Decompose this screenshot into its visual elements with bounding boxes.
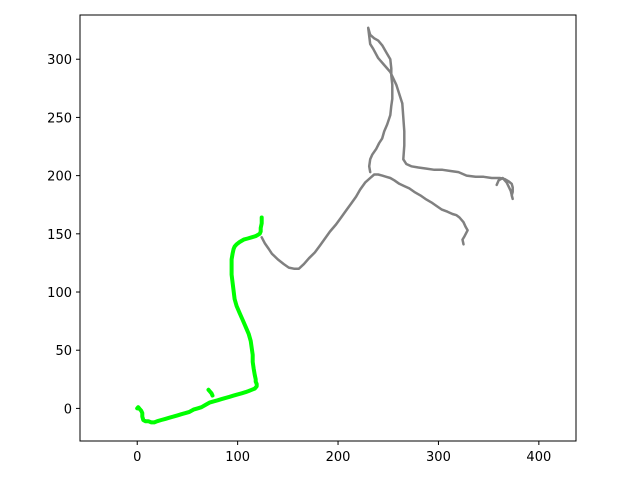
x-tick-label: 400 bbox=[526, 450, 551, 465]
trace-line-1 bbox=[260, 173, 469, 270]
y-tick-label: 250 bbox=[47, 111, 72, 126]
x-axis: 0 100 200 300 400 bbox=[133, 441, 551, 465]
trace-line-3 bbox=[401, 102, 514, 201]
y-tick-label: 200 bbox=[47, 170, 72, 185]
trace-line-5 bbox=[206, 387, 215, 398]
x-tick-label: 100 bbox=[225, 450, 250, 465]
x-tick-label: 300 bbox=[426, 450, 451, 465]
y-tick-label: 0 bbox=[64, 402, 72, 417]
y-tick-label: 300 bbox=[47, 53, 72, 68]
y-axis: 0 50 100 150 200 250 300 bbox=[47, 53, 80, 417]
trace-line-4 bbox=[135, 215, 264, 425]
y-tick-label: 50 bbox=[55, 344, 72, 359]
x-tick-label: 200 bbox=[326, 450, 351, 465]
trace-line-2 bbox=[366, 26, 404, 174]
y-tick-label: 150 bbox=[47, 228, 72, 243]
trace-layer bbox=[135, 26, 514, 425]
x-tick-label: 0 bbox=[133, 450, 141, 465]
plot-frame bbox=[79, 14, 577, 442]
y-tick-label: 100 bbox=[47, 286, 72, 301]
